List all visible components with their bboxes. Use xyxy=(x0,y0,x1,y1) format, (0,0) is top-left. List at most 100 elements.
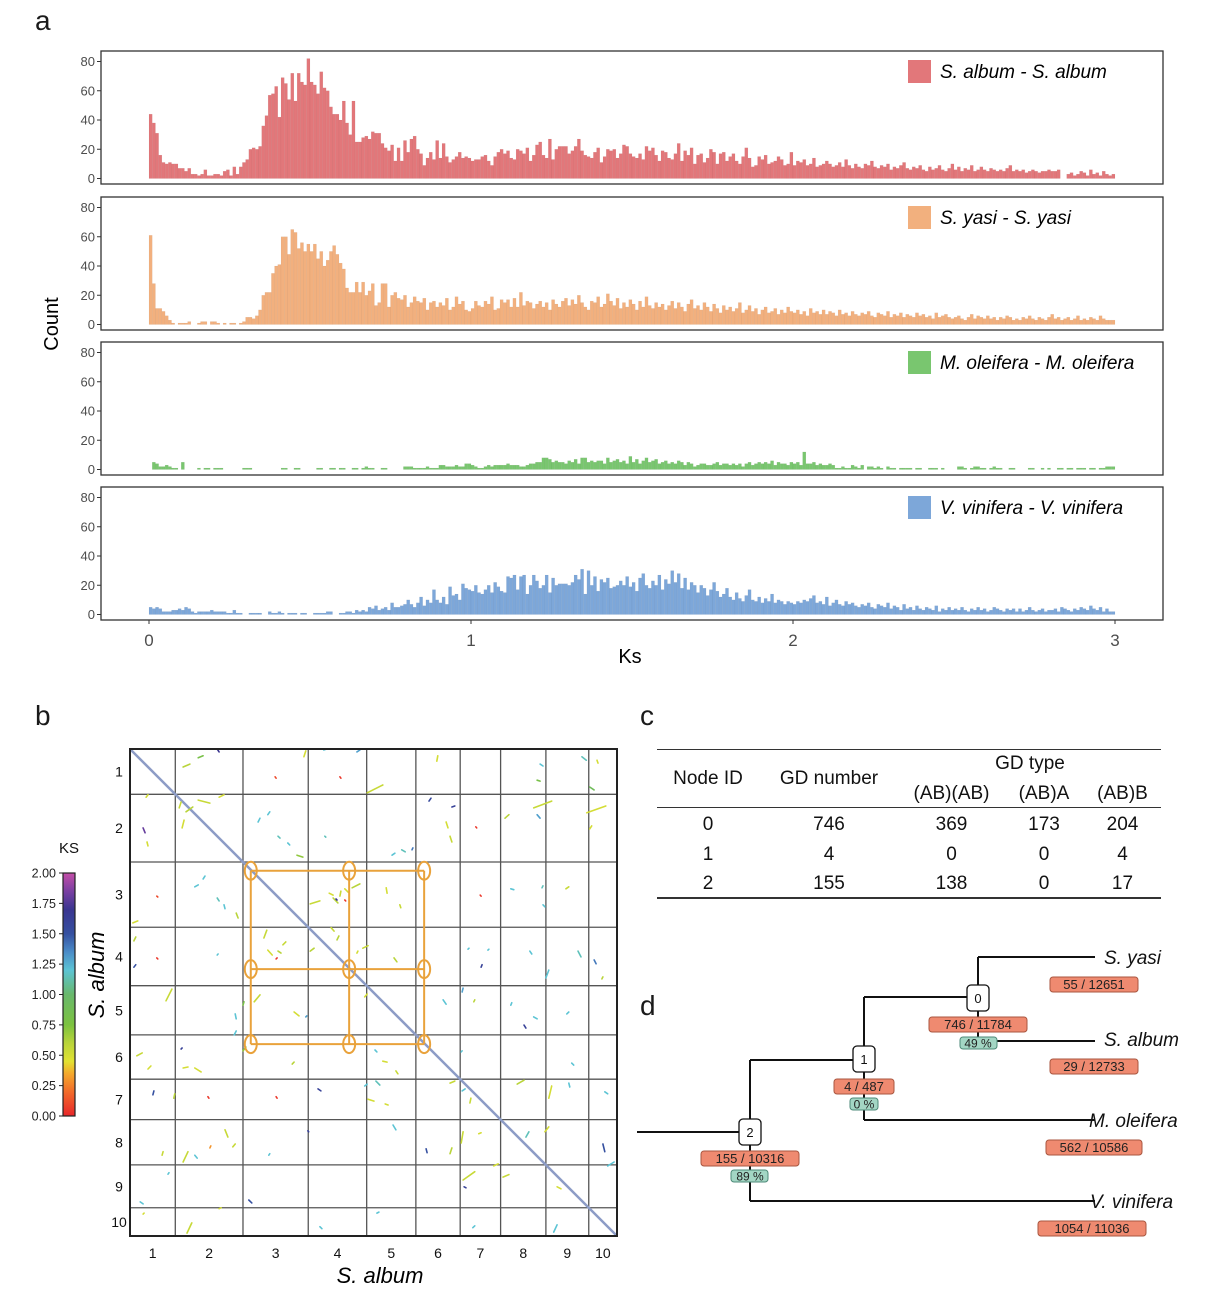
hist-bar xyxy=(528,463,533,470)
hist-bar xyxy=(544,157,549,179)
synteny-segment xyxy=(363,993,369,998)
synteny-segment xyxy=(286,842,291,846)
hist-bar xyxy=(448,466,452,470)
hist-bar xyxy=(831,312,836,325)
hist-bar xyxy=(647,305,652,325)
synteny-segment xyxy=(185,806,194,813)
hist-bar xyxy=(1002,318,1006,325)
hist-bar xyxy=(477,159,481,179)
synteny-segment xyxy=(366,784,384,794)
hist-bar xyxy=(1066,316,1071,325)
tree-node-0: 0 746 / 11784 49 % xyxy=(928,984,1028,1051)
hist-bar xyxy=(506,299,510,325)
hist-bar xyxy=(796,160,800,179)
subcol-aba: (AB)A xyxy=(1018,782,1070,804)
hist-bar xyxy=(741,156,745,179)
hist-bar xyxy=(615,585,620,615)
hist-bar xyxy=(351,467,356,470)
hist-bar xyxy=(477,592,481,615)
hist-bar xyxy=(860,604,865,615)
hist-bar xyxy=(354,141,359,179)
hist-bar xyxy=(1060,467,1064,470)
hist-bar xyxy=(599,460,604,470)
hist-bar xyxy=(821,604,826,615)
hist-bar xyxy=(583,593,588,615)
synteny-segment xyxy=(336,935,340,941)
hist-bar xyxy=(180,609,185,615)
hist-bar xyxy=(1092,467,1096,470)
hist-bar xyxy=(889,608,894,615)
hist-bar xyxy=(754,308,758,325)
hist-bar xyxy=(628,153,633,179)
hist-bar xyxy=(168,611,172,615)
synteny-segment xyxy=(317,1088,322,1092)
panel-label-c: c xyxy=(640,700,654,731)
hist-bar xyxy=(1079,319,1083,325)
synteny-segment xyxy=(186,1222,193,1234)
colorbar-tick-label: 1.50 xyxy=(32,927,56,941)
x-chromosome-label: 10 xyxy=(595,1245,611,1261)
legend-key xyxy=(908,206,931,229)
hist-bar xyxy=(986,170,990,179)
hist-bar xyxy=(763,598,768,615)
hist-bar xyxy=(664,309,668,325)
hist-bar xyxy=(583,306,588,325)
x-chromosome-label: 4 xyxy=(334,1245,342,1261)
synteny-segment xyxy=(411,847,414,851)
legend-key xyxy=(908,351,931,374)
synteny-segment xyxy=(209,1145,212,1149)
y-tick-label: 0 xyxy=(88,317,95,332)
hist-bar xyxy=(467,311,472,325)
hist-bar xyxy=(915,312,919,325)
hist-bar xyxy=(284,83,288,179)
hist-bar xyxy=(1095,172,1100,179)
hist-bar xyxy=(973,318,977,325)
hist-bar xyxy=(1002,170,1006,179)
synteny-segment xyxy=(234,1013,237,1020)
hist-bar xyxy=(989,609,993,615)
hist-bar xyxy=(361,137,365,179)
synteny-segment xyxy=(180,1047,183,1050)
cell-abb: 204 xyxy=(1106,813,1139,835)
hist-bar xyxy=(280,467,285,470)
hist-bar xyxy=(805,165,810,179)
hist-bar xyxy=(783,604,787,615)
hist-bar xyxy=(908,606,913,615)
hist-bar xyxy=(902,316,906,325)
hist-bar xyxy=(570,299,575,325)
hist-bar xyxy=(303,84,307,179)
hist-bar xyxy=(1014,169,1019,179)
hist-bar xyxy=(860,464,865,470)
hist-bar xyxy=(982,467,987,470)
hist-bar xyxy=(1089,605,1093,615)
hist-bar xyxy=(541,585,546,615)
hist-bar xyxy=(232,322,237,325)
cell-node-id: 0 xyxy=(702,813,714,835)
hist-bar xyxy=(499,299,504,325)
legend-label: S. album - S. album xyxy=(940,62,1107,83)
hist-bar xyxy=(953,608,958,615)
hist-bar xyxy=(515,149,520,179)
x-chromosome-label: 3 xyxy=(272,1245,280,1261)
hist-bar xyxy=(747,157,752,179)
synteny-segment xyxy=(343,887,350,894)
hist-bar xyxy=(853,314,858,325)
hist-bar xyxy=(264,115,269,179)
hist-bar xyxy=(844,467,848,470)
hist-bar xyxy=(300,242,304,325)
hist-bar xyxy=(776,599,781,615)
hist-bar xyxy=(457,303,462,325)
synteny-segment xyxy=(516,1079,525,1085)
hist-bar xyxy=(477,467,481,470)
hist-bar xyxy=(554,303,559,325)
hist-bar xyxy=(651,460,655,470)
hist-bar xyxy=(805,315,810,325)
hist-bar xyxy=(197,322,201,325)
hist-bar xyxy=(731,599,736,615)
hist-bar xyxy=(963,168,968,179)
hist-bar xyxy=(422,297,427,325)
hist-bar xyxy=(705,157,710,179)
hist-bar xyxy=(499,590,504,615)
hist-bar xyxy=(815,464,819,470)
hist-bar xyxy=(261,295,266,325)
